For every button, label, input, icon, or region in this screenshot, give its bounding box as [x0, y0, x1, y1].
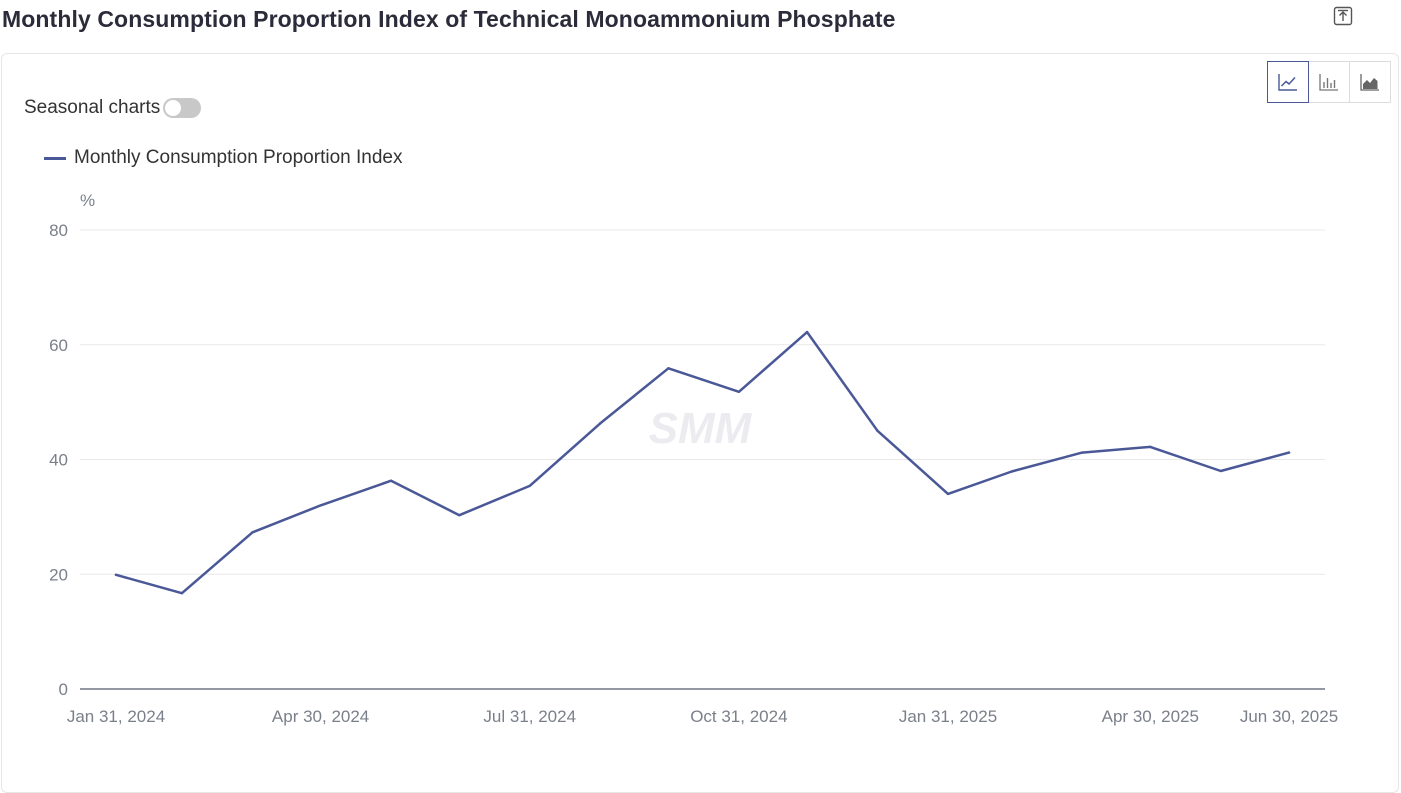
data-point	[599, 422, 602, 425]
watermark-logo: SMM	[649, 404, 753, 453]
data-point	[876, 429, 879, 433]
y-tick-label: 20	[49, 565, 68, 584]
line-chart: 0 20 40 60 80 Jan 31, 2024 Apr 30, 2024 Jul 31,…	[49, 191, 1338, 726]
data-point	[251, 531, 254, 534]
line-chart-icon	[1278, 74, 1297, 91]
data-point	[946, 492, 950, 496]
page-title: Monthly Consumption Proportion Index of …	[2, 6, 896, 32]
y-tick-label: 0	[59, 680, 68, 699]
bar-chart-icon	[1319, 74, 1338, 91]
legend-swatch	[44, 156, 66, 160]
data-point	[1287, 451, 1291, 454]
x-tick-label: Apr 30, 2024	[272, 707, 369, 726]
y-tick-label: 80	[49, 221, 68, 240]
data-point	[458, 513, 461, 517]
y-axis-unit: %	[80, 191, 95, 210]
export-icon	[1333, 6, 1353, 26]
export-button[interactable]	[1333, 6, 1353, 26]
area-chart-icon	[1360, 74, 1379, 91]
chart-type-switch	[1267, 61, 1391, 103]
legend-label: Monthly Consumption Proportion Index	[74, 147, 403, 168]
data-point	[1219, 469, 1223, 473]
x-tick-label: Jan 31, 2024	[67, 707, 165, 726]
data-point	[667, 367, 670, 370]
area-chart-button[interactable]	[1349, 61, 1391, 103]
data-point	[1010, 470, 1013, 473]
x-tick-label: Oct 31, 2024	[690, 707, 787, 726]
data-point	[319, 504, 322, 507]
seasonal-charts-label: Seasonal charts	[24, 97, 161, 118]
data-point	[528, 484, 531, 488]
seasonal-charts-toggle[interactable]	[163, 98, 202, 118]
series-line	[114, 330, 1291, 595]
data-point	[737, 390, 741, 393]
data-point	[114, 573, 118, 577]
line-chart-button[interactable]	[1267, 61, 1309, 103]
legend-item[interactable]: Monthly Consumption Proportion Index	[44, 147, 402, 169]
data-point	[389, 479, 393, 482]
seasonal-charts-control: Seasonal charts	[24, 97, 202, 119]
y-tick-label: 60	[49, 336, 68, 355]
toggle-knob	[165, 100, 182, 116]
data-point	[1080, 451, 1084, 454]
data-point	[1149, 445, 1152, 449]
x-tick-label: Apr 30, 2025	[1102, 707, 1199, 726]
y-tick-label: 40	[49, 451, 68, 470]
data-point	[180, 591, 184, 595]
x-tick-label: Jul 31, 2024	[483, 707, 576, 726]
data-point	[805, 330, 809, 334]
x-tick-label: Jan 31, 2025	[899, 707, 997, 726]
x-tick-label: Jun 30, 2025	[1240, 707, 1338, 726]
